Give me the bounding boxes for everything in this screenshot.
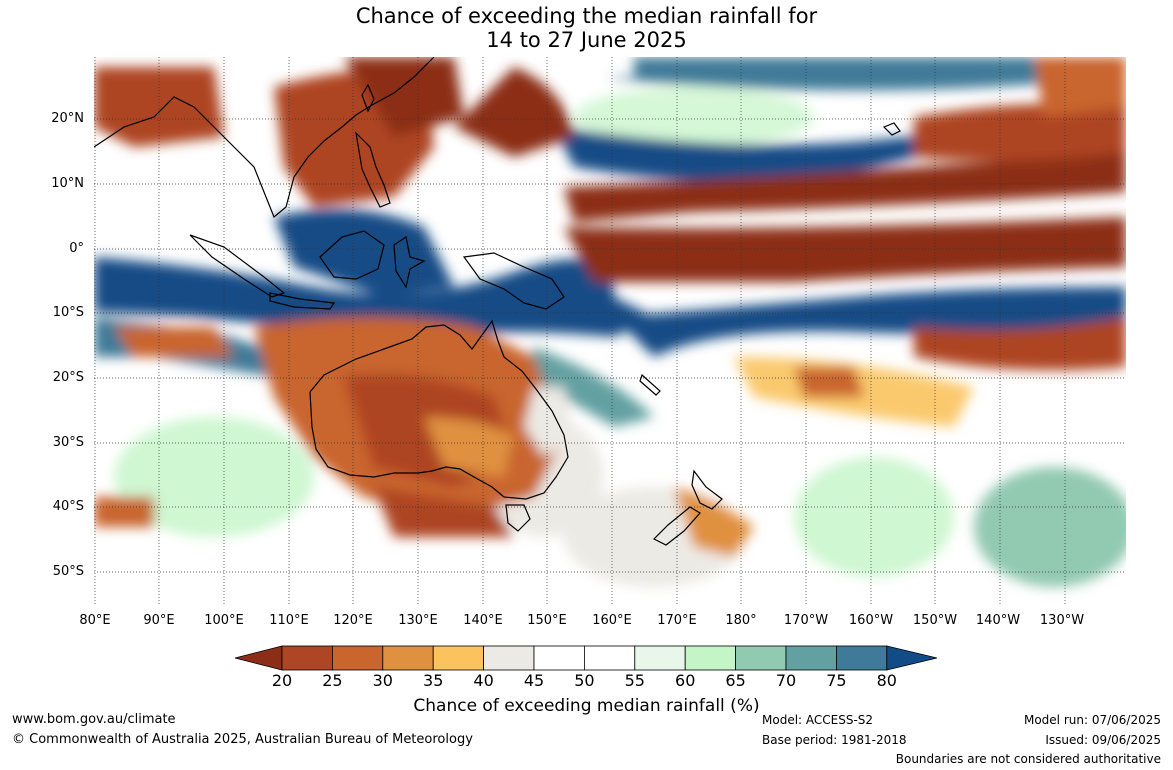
colorbar-tick-label: 30 xyxy=(372,671,393,690)
new-zealand-north-coastline xyxy=(691,469,723,510)
model-text: Model: ACCESS-S2 xyxy=(762,713,874,727)
colorbar-tick-label: 55 xyxy=(624,671,645,690)
lon-label-110e: 110°E xyxy=(269,613,309,628)
new-guinea-coastline xyxy=(462,252,565,310)
lat-label-20s: 20°S xyxy=(52,370,84,385)
lon-label-160w: 160°W xyxy=(848,613,894,628)
lon-label-100e: 100°E xyxy=(204,613,244,628)
lon-label-150w: 150°W xyxy=(912,613,958,628)
new-caledonia-coastline xyxy=(639,373,661,396)
title-line-1: Chance of exceeding the median rainfall … xyxy=(355,4,818,28)
model-run-text: Model run: 07/06/2025 xyxy=(1023,713,1161,727)
lon-label-140w: 140°W xyxy=(975,613,1021,628)
title-line-2: 14 to 27 June 2025 xyxy=(486,28,687,52)
colorbar-swatch xyxy=(684,645,737,671)
colorbar-tick-label: 25 xyxy=(322,671,343,690)
sulawesi-coastline xyxy=(393,236,426,289)
borneo-coastline xyxy=(319,230,385,280)
colorbar-tick-label: 60 xyxy=(675,671,696,690)
base-period-text: Base period: 1981-2018 xyxy=(762,733,907,747)
lat-label-20n: 20°N xyxy=(51,111,84,126)
asia-coastline xyxy=(94,57,435,218)
lat-label-10s: 10°S xyxy=(52,305,84,320)
map-title: Chance of exceeding the median rainfall … xyxy=(0,4,1173,52)
colorbar-swatch xyxy=(583,645,636,671)
lat-label-40s: 40°S xyxy=(52,499,84,514)
colorbar-label: Chance of exceeding median rainfall (%) xyxy=(413,696,760,716)
lon-label-140e: 140°E xyxy=(463,613,503,628)
lon-label-170w: 170°W xyxy=(783,613,829,628)
colorbar-swatch xyxy=(483,645,535,671)
lat-label-50s: 50°S xyxy=(52,564,84,579)
lon-label-120e: 120°E xyxy=(333,613,373,628)
lat-label-equator: 0° xyxy=(69,241,84,256)
rainfall-map xyxy=(94,57,1126,604)
lon-label-160e: 160°E xyxy=(592,613,632,628)
colorbar-swatch xyxy=(332,645,384,671)
lat-label-30s: 30°S xyxy=(52,435,84,450)
lon-label-170e: 170°E xyxy=(657,613,697,628)
lon-label-130w: 130°W xyxy=(1039,613,1085,628)
tasmania-coastline xyxy=(505,504,531,532)
colorbar-tick-label: 75 xyxy=(826,671,847,690)
lon-label-80e: 80°E xyxy=(79,613,111,628)
colorbar-arrow-above xyxy=(886,645,938,671)
colorbar-swatch xyxy=(432,645,484,671)
coastlines xyxy=(94,57,901,546)
philippines-coastline xyxy=(355,131,391,208)
colorbar-tick-label: 50 xyxy=(574,671,595,690)
map-canvas xyxy=(94,57,1126,604)
issued-text: Issued: 09/06/2025 xyxy=(1045,733,1161,747)
taiwan-coastline xyxy=(361,83,375,113)
graticule xyxy=(94,57,1126,604)
colorbar-tick-label: 70 xyxy=(775,671,797,690)
hawaii-coastline xyxy=(882,122,901,136)
colorbar-tick-label: 65 xyxy=(725,671,746,690)
colorbar-tick-label: 45 xyxy=(523,671,545,690)
colorbar-swatches xyxy=(234,645,938,671)
colorbar-tick-label: 40 xyxy=(473,671,494,690)
colorbar-swatch xyxy=(634,645,686,671)
colorbar-swatch xyxy=(281,645,333,671)
lat-label-10n: 10°N xyxy=(51,176,84,191)
colorbar-swatch xyxy=(735,645,787,671)
lon-label-90e: 90°E xyxy=(143,613,175,628)
colorbar-tick-label: 80 xyxy=(876,671,897,690)
colorbar-swatch xyxy=(785,645,837,671)
australia-coastline xyxy=(309,319,569,500)
lon-label-180: 180° xyxy=(725,613,757,628)
colorbar-tick-label: 35 xyxy=(423,671,444,690)
disclaimer-text: Boundaries are not considered authoritat… xyxy=(895,752,1161,766)
copyright-text: © Commonwealth of Australia 2025, Austra… xyxy=(12,732,473,747)
colorbar-swatch xyxy=(533,645,585,671)
lon-label-130e: 130°E xyxy=(398,613,438,628)
new-zealand-south-coastline xyxy=(652,506,701,546)
colorbar-arrow-below xyxy=(234,645,283,671)
lon-label-150e: 150°E xyxy=(527,613,567,628)
java-coastline xyxy=(269,292,336,310)
colorbar-swatch xyxy=(382,645,434,671)
colorbar-legend xyxy=(234,645,938,671)
colorbar-tick-label: 20 xyxy=(271,671,293,690)
website-link[interactable]: www.bom.gov.au/climate xyxy=(12,712,176,727)
colorbar-swatch xyxy=(836,645,888,671)
